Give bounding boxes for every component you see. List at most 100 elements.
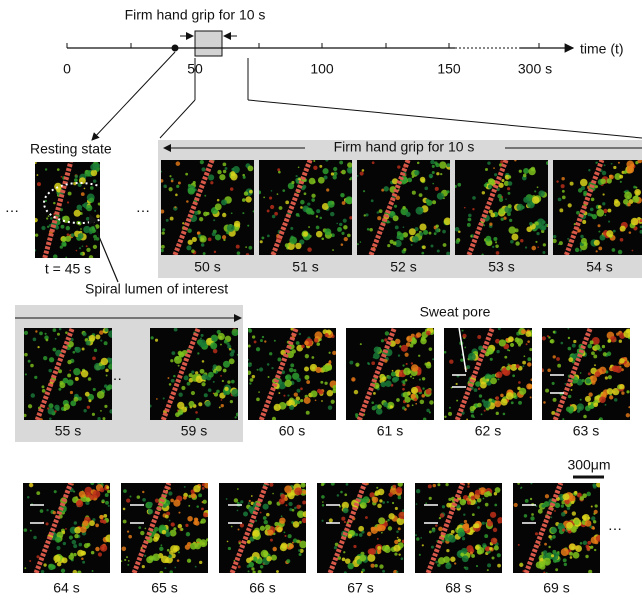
duct	[80, 526, 87, 533]
speckle	[558, 198, 562, 202]
speckle	[247, 362, 252, 367]
speckle	[423, 418, 427, 422]
rest-point	[172, 45, 179, 52]
speckle	[467, 483, 469, 485]
speckle	[234, 498, 238, 502]
speckle	[354, 390, 358, 394]
duct	[432, 200, 436, 204]
speckle	[231, 350, 235, 354]
duct	[473, 524, 477, 528]
duct	[634, 189, 641, 196]
speckle	[546, 572, 548, 574]
speckle	[92, 356, 96, 360]
duct	[348, 534, 353, 539]
duct	[377, 404, 382, 409]
speckle	[385, 331, 389, 335]
duct	[91, 551, 95, 555]
speckle	[237, 510, 239, 512]
duct	[593, 520, 596, 523]
duct	[57, 562, 62, 567]
duct	[580, 179, 588, 187]
speckle	[381, 532, 383, 534]
speckle	[102, 417, 105, 420]
speckle	[52, 348, 56, 352]
speckle	[410, 376, 412, 378]
duct	[303, 232, 308, 237]
duct	[486, 348, 493, 355]
duct	[284, 380, 291, 387]
duct	[493, 237, 497, 241]
speckle	[446, 252, 450, 256]
speckle	[231, 526, 233, 528]
speckle	[68, 192, 72, 196]
speckle	[511, 401, 514, 404]
duct	[508, 204, 512, 208]
speckle	[201, 382, 205, 386]
speckle	[473, 416, 475, 418]
speckle	[316, 226, 320, 230]
frame-label: 62 s	[475, 423, 501, 439]
duct	[203, 512, 208, 517]
speckle	[138, 526, 141, 529]
speckle	[298, 549, 301, 552]
speckle	[274, 212, 278, 216]
speckle	[530, 498, 532, 500]
speckle	[48, 215, 50, 217]
duct	[161, 556, 168, 563]
speckle	[433, 484, 436, 487]
speckle	[191, 249, 195, 253]
duct	[49, 357, 54, 362]
duct	[203, 212, 208, 217]
duct	[89, 335, 96, 342]
duct	[204, 393, 208, 397]
speckle	[362, 169, 365, 172]
speckle	[67, 233, 70, 236]
duct	[91, 170, 98, 177]
speckle	[320, 381, 323, 384]
speckle	[442, 230, 446, 234]
speckle	[247, 370, 252, 375]
duct	[201, 374, 207, 380]
speckle	[177, 559, 180, 562]
speckle	[45, 333, 47, 335]
duct	[297, 401, 300, 404]
frame-label: 63 s	[573, 423, 599, 439]
speckle	[595, 504, 598, 507]
speckle	[154, 527, 159, 532]
speckle	[387, 519, 389, 521]
duct	[311, 390, 318, 397]
speckle	[237, 488, 239, 490]
speckle	[416, 489, 420, 493]
duct	[594, 371, 600, 377]
duct	[384, 546, 391, 553]
duct	[266, 556, 271, 561]
duct	[63, 408, 66, 411]
speckle	[529, 348, 532, 351]
duct	[438, 557, 445, 564]
duct	[551, 554, 554, 557]
duct	[183, 496, 187, 500]
speckle	[482, 191, 485, 194]
speckle	[464, 520, 467, 523]
duct	[299, 521, 302, 524]
duct	[260, 526, 265, 531]
speckle	[195, 411, 198, 414]
duct	[376, 408, 383, 415]
duct	[248, 166, 254, 172]
speckle	[160, 571, 164, 575]
duct	[451, 530, 455, 534]
duct	[574, 520, 580, 526]
speckle	[230, 400, 233, 403]
speckle	[67, 201, 69, 203]
speckle	[267, 234, 270, 237]
speckle	[512, 374, 515, 377]
speckle	[492, 556, 495, 559]
duct	[435, 163, 439, 167]
speckle	[371, 564, 375, 568]
duct	[419, 224, 426, 231]
duct	[211, 337, 215, 341]
duct	[90, 164, 97, 171]
duct	[480, 382, 487, 389]
speckle	[379, 564, 383, 568]
speckle	[47, 226, 49, 228]
